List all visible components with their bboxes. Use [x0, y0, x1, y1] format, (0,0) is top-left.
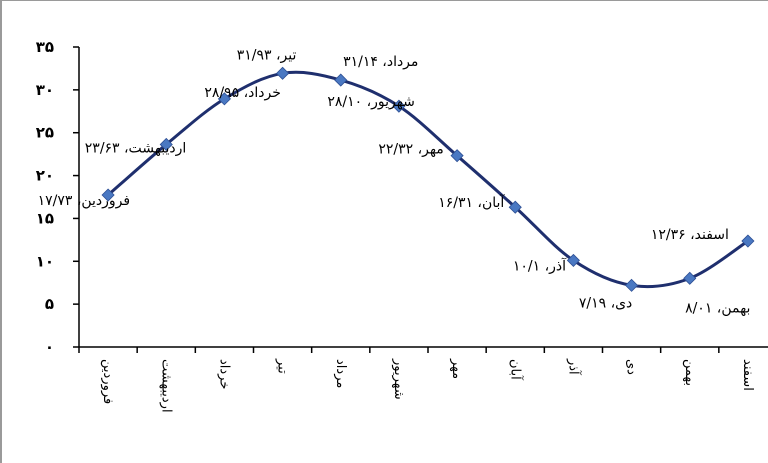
data-label: مهر، ۲۲/۳۲	[378, 142, 443, 158]
y-tick-label: ۳۵	[36, 38, 54, 56]
data-point-marker	[159, 137, 173, 152]
data-point-marker	[508, 200, 522, 214]
y-tick-label: ۰	[45, 338, 54, 356]
data-point-marker	[392, 99, 406, 113]
data-point-marker	[276, 66, 290, 80]
y-tick-label: ۲۵	[36, 124, 54, 142]
x-category-label: دی	[624, 359, 639, 375]
data-point-marker	[217, 92, 231, 106]
x-category-label: آذر	[565, 358, 582, 376]
x-category-label: مهر	[449, 358, 464, 379]
data-label: شهریور، ۲۸/۱۰	[327, 94, 415, 110]
data-label: فروردین، ۱۷/۷۳	[38, 193, 131, 209]
x-category-label: بهمن	[682, 359, 697, 386]
data-label: دی، ۷/۱۹	[579, 295, 632, 311]
x-category-labels: فروردین اردیبهشت خرداد تیر مرداد شهریور مهر آبا…	[100, 358, 755, 413]
x-category-label: اسفند	[740, 359, 755, 391]
data-point-marker	[101, 188, 115, 202]
y-tick-label: ۵	[45, 295, 54, 313]
data-point-marker	[683, 271, 697, 285]
x-category-label: آبان	[507, 359, 524, 381]
x-category-label: تیر	[275, 358, 290, 374]
y-tick-label: ۳۰	[36, 81, 54, 99]
data-label: آذر، ۱۰/۱	[513, 257, 567, 274]
data-label: بهمن، ۸/۰۱	[685, 300, 750, 316]
y-tick-label: ۱۰	[36, 252, 54, 270]
chart-axes	[73, 46, 768, 353]
series-markers	[101, 66, 755, 292]
series-line	[107, 70, 749, 289]
data-point-marker	[334, 73, 348, 87]
x-category-label: فروردین	[100, 359, 115, 404]
y-tick-label: ۲۰	[36, 167, 54, 185]
data-point-marker	[625, 278, 639, 292]
data-label: تیر، ۳۱/۹۳	[237, 47, 297, 63]
x-category-label: شهریور	[391, 358, 406, 400]
data-label: مرداد، ۳۱/۱۴	[343, 54, 418, 70]
x-category-label: مرداد	[333, 359, 348, 388]
y-tick-label: ۱۵	[36, 209, 54, 227]
data-label: آبان، ۱۶/۳۱	[438, 194, 505, 211]
data-point-marker	[741, 234, 755, 248]
data-label: اردیبهشت، ۲۳/۶۳	[85, 140, 186, 156]
y-tick-labels: ۰ ۵ ۱۰ ۱۵ ۲۰ ۲۵ ۳۰ ۳۵	[36, 38, 54, 356]
data-point-marker	[450, 149, 464, 163]
data-label: خرداد، ۲۸/۹۵	[204, 85, 281, 101]
data-labels: فروردین، ۱۷/۷۳ اردیبهشت، ۲۳/۶۳ خرداد، ۲۸/۹…	[38, 47, 751, 316]
x-category-label: اردیبهشت	[158, 359, 173, 413]
data-point-marker	[566, 253, 580, 267]
data-label: اسفند، ۱۲/۳۶	[651, 227, 729, 243]
x-category-label: خرداد	[216, 359, 231, 389]
